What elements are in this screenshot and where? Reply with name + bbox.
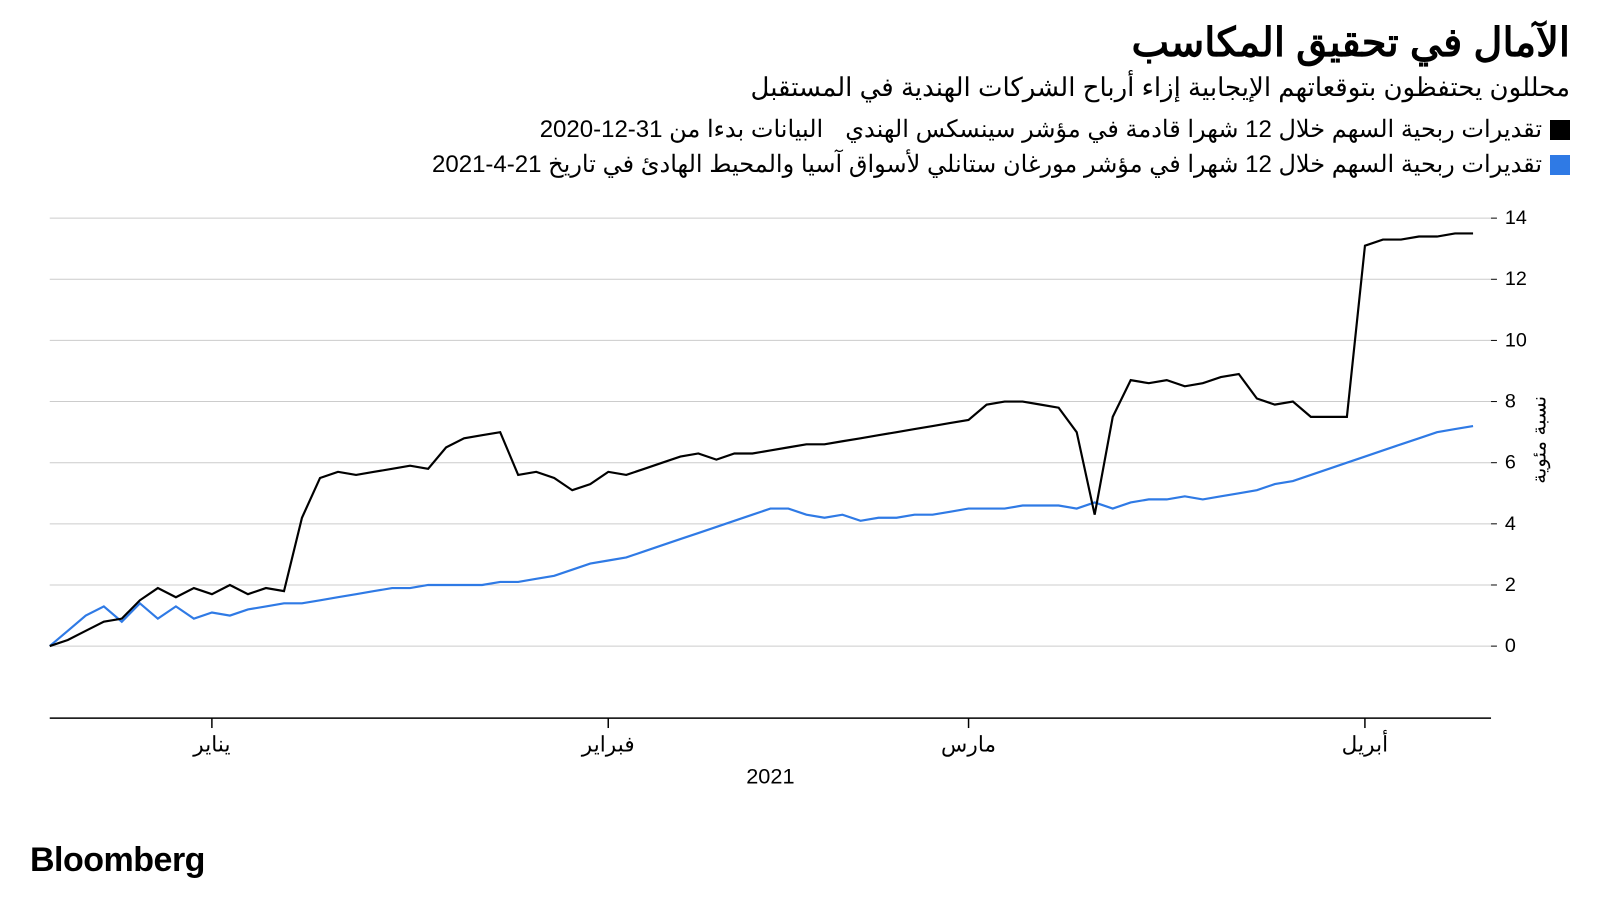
legend-series2-label: تقديرات ربحية السهم خلال 12 شهرا في مؤشر… [432, 150, 1542, 179]
line-series1 [50, 233, 1473, 646]
svg-text:4: 4 [1505, 513, 1516, 535]
svg-text:12: 12 [1505, 268, 1527, 290]
svg-text:6: 6 [1505, 452, 1516, 474]
swatch-series1 [1550, 120, 1570, 140]
svg-text:2021: 2021 [746, 763, 794, 788]
svg-text:يناير: يناير [192, 732, 230, 758]
svg-text:مارس: مارس [941, 732, 996, 758]
svg-text:نسبة مئوية: نسبة مئوية [1528, 396, 1550, 484]
legend-series1-label: تقديرات ربحية السهم خلال 12 شهرا قادمة ف… [845, 115, 1542, 144]
svg-text:2: 2 [1505, 574, 1516, 596]
svg-text:10: 10 [1505, 329, 1527, 351]
chart-subtitle: محللون يحتفظون بتوقعاتهم الإيجابية إزاء … [30, 72, 1570, 103]
legend-series1: تقديرات ربحية السهم خلال 12 شهرا قادمة ف… [845, 115, 1570, 144]
swatch-series2 [1550, 155, 1570, 175]
svg-text:8: 8 [1505, 390, 1516, 412]
svg-text:فبراير: فبراير [581, 732, 635, 758]
chart-area: 0 2 4 6 8 10 12 14 يناير فبراير مارس أبريل 2021 نسبة … [30, 189, 1570, 809]
svg-text:أبريل: أبريل [1342, 729, 1389, 758]
svg-text:0: 0 [1505, 635, 1516, 657]
legend-row-1: تقديرات ربحية السهم خلال 12 شهرا قادمة ف… [30, 115, 1570, 144]
line-chart: 0 2 4 6 8 10 12 14 يناير فبراير مارس أبريل 2021 نسبة … [30, 189, 1570, 809]
legend-series2: تقديرات ربحية السهم خلال 12 شهرا في مؤشر… [432, 150, 1570, 179]
legend-row-2: تقديرات ربحية السهم خلال 12 شهرا في مؤشر… [30, 150, 1570, 179]
svg-text:14: 14 [1505, 207, 1527, 229]
chart-title: الآمال في تحقيق المكاسب [30, 20, 1570, 66]
data-note: البيانات بدءا من 31-12-2020 [540, 115, 824, 144]
line-series2 [50, 426, 1473, 646]
source-label: Bloomberg [30, 841, 205, 880]
